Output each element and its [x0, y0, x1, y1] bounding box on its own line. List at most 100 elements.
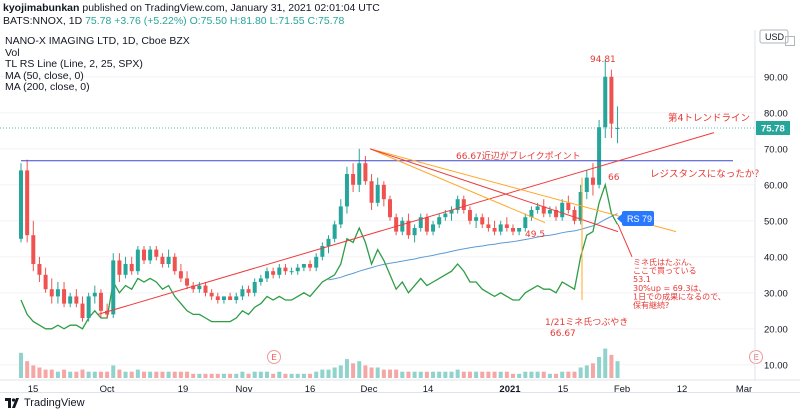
volume-bar	[191, 373, 196, 378]
candle-body	[541, 206, 546, 214]
legend-rs-line[interactable]: TL RS Line (Line, 2, 25, SPX)	[5, 58, 143, 71]
legend-vol[interactable]: Vol	[5, 46, 20, 59]
volume-bar	[295, 373, 300, 378]
candle-body	[123, 264, 128, 275]
volume-bar	[615, 361, 620, 378]
candle-body	[535, 206, 540, 210]
candle-body	[326, 238, 331, 246]
candle-body	[74, 296, 79, 304]
candle-body	[560, 202, 565, 218]
publisher-name[interactable]: kyojimabunkan	[3, 2, 80, 14]
price-tick-label: 10.00	[764, 360, 788, 371]
candle-body	[154, 249, 159, 257]
volume-bar	[160, 371, 165, 378]
time-tick-label: 14	[423, 384, 434, 395]
candle-body	[19, 170, 23, 239]
price-tick-label: 90.00	[764, 72, 788, 83]
trendline-4	[97, 132, 715, 315]
earnings-marker-icon	[267, 350, 281, 364]
candle-body	[474, 217, 479, 221]
tradingview-brand[interactable]: TradingView	[24, 397, 85, 409]
volume-bar	[154, 371, 159, 378]
volume-bar	[43, 369, 48, 378]
breakpoint-label: 66.67近辺がブレイクポイント	[456, 150, 581, 162]
candle-body	[388, 199, 392, 218]
volume-bar	[68, 371, 73, 378]
time-tick-label: 15	[28, 384, 39, 395]
ohlc-values: O:75.50 H:81.80 L:71.55 C:75.78	[189, 15, 345, 27]
volume-bar	[135, 369, 140, 378]
candle-body	[369, 181, 374, 203]
candle-body	[529, 210, 534, 218]
fullscreen-icon[interactable]	[785, 36, 795, 46]
volume-bar	[308, 373, 313, 378]
volume-bar	[357, 361, 362, 378]
volume-bar	[240, 371, 245, 378]
volume-bar	[566, 371, 571, 378]
note-pointer-line	[617, 224, 633, 257]
tradingview-logo-icon	[5, 398, 19, 408]
volume-bar	[166, 371, 171, 378]
candle-body	[129, 264, 134, 272]
candle-body	[603, 76, 608, 128]
volume-bar	[554, 373, 559, 378]
candle-body	[111, 260, 116, 315]
volume-bar	[400, 371, 405, 378]
candle-body	[98, 292, 103, 311]
volume-bar	[560, 371, 565, 378]
currency-label: USD	[765, 32, 785, 42]
time-tick-label: 2021	[499, 384, 521, 395]
last-price-tag	[756, 120, 790, 135]
candle-body	[289, 271, 294, 273]
volume-bar	[443, 371, 448, 378]
volume-bar	[185, 371, 190, 378]
volume-bar	[375, 367, 380, 378]
candle-body	[437, 217, 442, 225]
chart-legend: NANO-X IMAGING LTD, 1D, Cboe BZX Vol TL …	[5, 35, 190, 94]
volume-bar	[369, 367, 374, 378]
buy-note-line: 保有継続?	[633, 300, 669, 310]
candle-body	[498, 224, 503, 232]
candle-body	[400, 220, 405, 232]
volume-bar	[209, 373, 214, 378]
candle-body	[406, 220, 411, 236]
price-tick-label: 30.00	[764, 288, 788, 299]
buy-note-line: ここで買っている	[633, 267, 697, 276]
volume-bar	[461, 371, 466, 378]
candle-body	[338, 206, 343, 225]
volume-bar	[363, 365, 368, 378]
volume-bar	[203, 373, 208, 378]
orange-trendline-2	[369, 148, 546, 224]
candle-body	[314, 256, 319, 268]
price-tick-label: 80.00	[764, 108, 788, 119]
volume-bar	[221, 373, 226, 378]
candle-body	[295, 267, 300, 272]
time-tick-label: 15	[558, 384, 569, 395]
volume-bar	[74, 371, 79, 378]
volume-bar	[314, 371, 319, 378]
candle-body	[480, 217, 485, 225]
legend-ma200[interactable]: MA (200, close, 0)	[5, 81, 90, 94]
earnings-marker-label: E	[271, 353, 276, 362]
candle-body	[363, 163, 368, 182]
candle-body	[301, 264, 306, 268]
volume-bar	[498, 371, 503, 378]
candlesticks	[19, 59, 620, 322]
volume-bar	[603, 348, 608, 378]
candle-body	[209, 292, 214, 297]
candle-body	[578, 192, 583, 221]
candle-body	[185, 278, 190, 286]
candle-body	[117, 260, 122, 275]
candle-body	[615, 127, 620, 129]
quote-line: BATS:NNOX, 1D 75.78 +3.76 (+5.22%) O:75.…	[3, 15, 344, 27]
candle-body	[431, 224, 436, 232]
tweet-label-date: 1/21ミネ氏つぶやき	[545, 317, 628, 328]
volume-bar	[215, 373, 220, 378]
candle-body	[148, 249, 153, 261]
legend-ma50[interactable]: MA (50, close, 0)	[5, 69, 84, 82]
volume-bar	[351, 363, 356, 378]
candle-body	[234, 296, 239, 300]
volume-bar	[117, 369, 122, 378]
candle-body	[375, 184, 380, 203]
